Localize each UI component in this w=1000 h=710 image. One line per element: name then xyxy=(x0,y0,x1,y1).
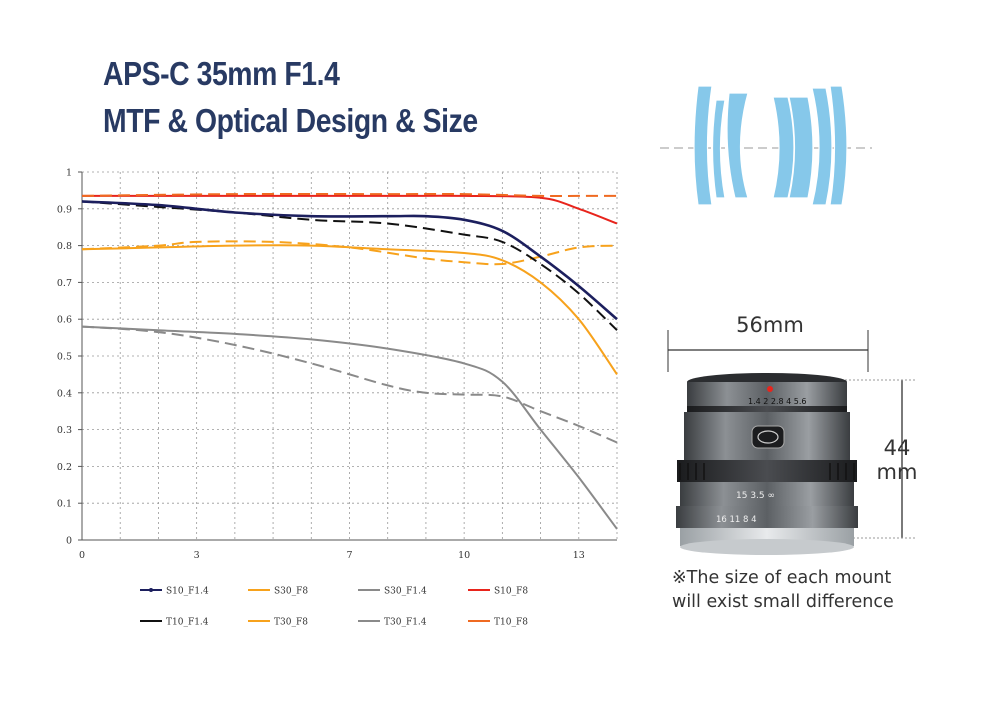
legend-label: T10_F1.4 xyxy=(166,618,209,628)
lens-element-6 xyxy=(811,87,833,206)
series-line-t30-f8 xyxy=(81,240,618,266)
legend-label: T30_F1.4 xyxy=(384,618,427,628)
legend-item: T10_F1.4 xyxy=(140,618,209,628)
series-line-s10-f1-4 xyxy=(81,200,618,321)
page-title: APS-C 35mm F1.4 xyxy=(103,55,340,92)
chart-series-group xyxy=(81,192,618,530)
lens-element-5 xyxy=(788,96,814,199)
legend-label: S10_F8 xyxy=(494,587,528,597)
y-tick-label: 0.2 xyxy=(57,462,72,473)
page-subtitle: MTF & Optical Design & Size xyxy=(103,102,478,139)
series-line-s10-f8 xyxy=(82,194,618,225)
legend-item: S10_F1.4 xyxy=(140,587,209,597)
distance-scale-ring xyxy=(680,482,854,506)
chart-legend: S10_F1.4 S30_F8 S30_F1.4 S10_F8 T10_F1.4 T30_… xyxy=(140,587,528,628)
focus-ring xyxy=(677,460,857,482)
y-tick-label: 0.8 xyxy=(57,241,72,252)
legend-item: S30_F1.4 xyxy=(358,587,427,597)
legend-label: S10_F1.4 xyxy=(166,587,209,597)
height-unit: mm xyxy=(876,460,918,484)
lens-element-7 xyxy=(829,85,848,206)
series-line-s30-f1-4 xyxy=(81,325,618,530)
chart-grid xyxy=(82,171,618,540)
index-dot xyxy=(767,386,773,392)
y-tick-label: 1 xyxy=(66,168,72,179)
height-value: 44 xyxy=(883,436,911,460)
x-tick-label: 0 xyxy=(79,550,85,561)
brand-logo-icon xyxy=(751,425,785,449)
series-line-t10-f8 xyxy=(81,192,617,198)
focus-scale-text: 16 11 8 4 xyxy=(716,515,757,525)
aperture-scale-text: 1.4 2 2.8 4 5.6 xyxy=(748,397,807,406)
lens-element-1 xyxy=(693,85,713,206)
y-tick-label: 0 xyxy=(66,536,72,547)
chart-tick-labels: 00.10.20.30.40.50.60.70.80.910 3 7 10 13 xyxy=(57,168,585,562)
width-label: 56mm xyxy=(736,313,804,337)
legend-item: T30_F1.4 xyxy=(358,618,427,628)
chart-axes xyxy=(78,171,617,541)
y-tick-label: 0.1 xyxy=(57,499,72,510)
lens-element-2 xyxy=(711,99,726,199)
distance-scale-text: 15 3.5 ∞ xyxy=(736,491,775,501)
x-tick-label: 7 xyxy=(346,550,352,561)
y-tick-label: 0.5 xyxy=(57,352,72,363)
legend-item: S10_F8 xyxy=(468,587,528,597)
legend-label: S30_F8 xyxy=(274,587,308,597)
legend-label: S30_F1.4 xyxy=(384,587,427,597)
legend-item: T10_F8 xyxy=(468,618,528,628)
y-tick-label: 0.9 xyxy=(57,204,72,215)
legend-label: T10_F8 xyxy=(494,618,528,628)
y-tick-label: 0.6 xyxy=(57,315,72,326)
y-tick-label: 0.7 xyxy=(57,278,72,289)
lens-element-4 xyxy=(772,96,795,199)
legend-marker xyxy=(149,588,153,592)
legend-item: S30_F8 xyxy=(248,587,308,597)
x-tick-label: 13 xyxy=(573,550,585,561)
legend-label: T30_F8 xyxy=(274,618,308,628)
y-tick-label: 0.4 xyxy=(57,388,72,399)
lens-element-3 xyxy=(726,92,749,199)
size-note-line-1: ※The size of each mount xyxy=(672,568,892,588)
y-tick-label: 0.3 xyxy=(57,425,72,436)
size-note-line-2: will exist small difference xyxy=(672,592,894,612)
series-line-t30-f1-4 xyxy=(81,325,618,444)
x-tick-label: 3 xyxy=(194,550,200,561)
x-tick-label: 10 xyxy=(458,550,470,561)
legend-item: T30_F8 xyxy=(248,618,308,628)
focus-ring-grip xyxy=(679,463,855,480)
series-line-s30-f8 xyxy=(81,244,618,375)
